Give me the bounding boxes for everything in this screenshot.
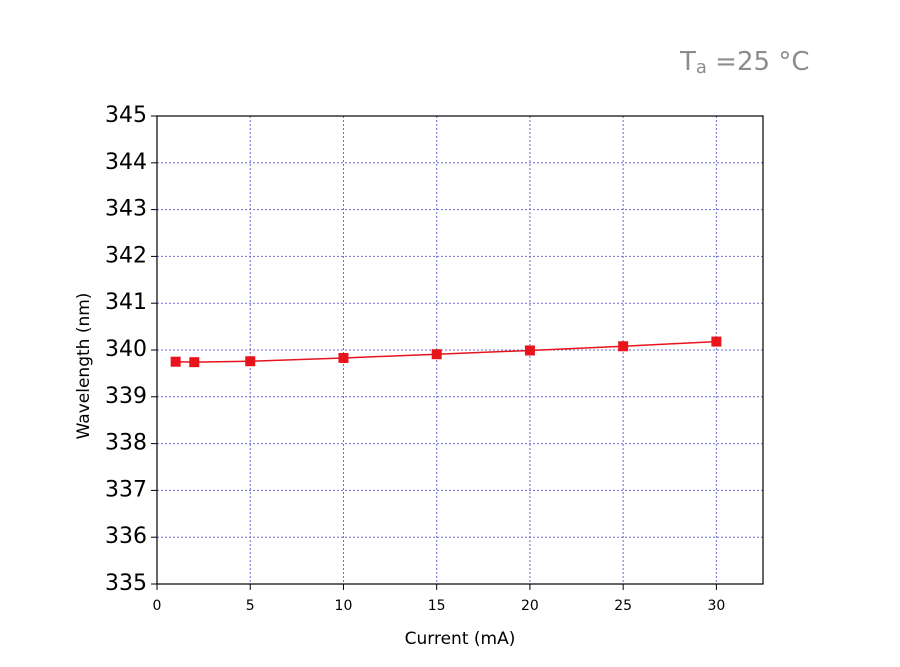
annotation-sub: a (696, 57, 707, 78)
x-tick-label: 30 (707, 598, 725, 614)
y-tick-label: 339 (105, 384, 147, 409)
y-tick-label: 336 (105, 524, 147, 549)
data-point (189, 357, 200, 368)
data-point (524, 345, 535, 356)
x-tick-label: 5 (246, 598, 255, 614)
y-tick-label: 340 (105, 337, 147, 362)
y-tick-label: 344 (105, 150, 147, 175)
data-point (170, 356, 181, 367)
y-tick-label: 343 (105, 197, 147, 222)
annotation: Ta =25 °C (679, 47, 809, 79)
x-axis-label: Current (mA) (405, 629, 516, 649)
x-tick-label: 10 (335, 598, 353, 614)
y-tick-label: 345 (105, 103, 147, 128)
y-tick-label: 337 (105, 477, 147, 502)
data-point (245, 356, 256, 367)
annotation-main: T (679, 47, 696, 77)
series-line (175, 340, 717, 363)
annotation-rest: =25 °C (707, 47, 810, 77)
y-tick-label: 335 (105, 571, 147, 596)
y-tick-label: 342 (105, 243, 147, 268)
data-point (618, 341, 629, 352)
plot-frame (156, 115, 764, 585)
data-point (711, 336, 722, 347)
x-tick-label: 0 (153, 598, 162, 614)
y-axis-label: Wavelength (nm) (74, 293, 94, 440)
x-tick-label: 15 (428, 598, 446, 614)
x-tick-label: 20 (521, 598, 539, 614)
y-tick-label: 341 (105, 290, 147, 315)
x-tick-label: 25 (614, 598, 632, 614)
data-point (338, 352, 349, 363)
data-point (431, 349, 442, 360)
y-tick-label: 338 (105, 431, 147, 456)
